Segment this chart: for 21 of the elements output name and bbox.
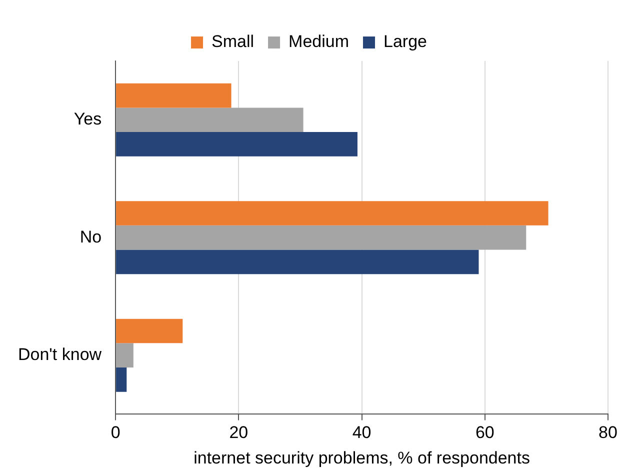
x-tick-label: 80 <box>598 423 618 442</box>
x-tick-label: 20 <box>229 423 248 442</box>
x-tick-label: 0 <box>110 423 120 442</box>
bar <box>116 83 232 108</box>
bar <box>116 318 183 344</box>
y-tick-label: Yes <box>74 110 102 129</box>
y-tick-label: Don't know <box>18 345 102 364</box>
bar <box>116 132 358 156</box>
y-tick-label: No <box>80 227 102 246</box>
bar <box>116 108 304 132</box>
legend-label: Small <box>212 32 254 52</box>
legend-label: Medium <box>288 32 349 52</box>
bar <box>116 368 127 392</box>
x-tick-label: 40 <box>352 423 372 442</box>
bar <box>116 343 134 368</box>
bar <box>116 201 548 226</box>
bar <box>116 250 479 274</box>
x-axis-title: internet security problems, % of respondents <box>194 448 530 468</box>
legend-label: Large <box>383 32 427 52</box>
x-tick-label: 60 <box>475 423 494 442</box>
bar <box>116 225 526 250</box>
